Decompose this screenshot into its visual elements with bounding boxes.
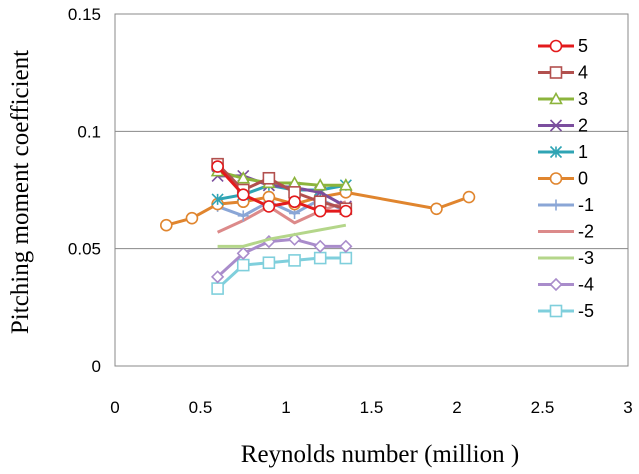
series-line bbox=[165, 190, 470, 227]
legend-item: -2 bbox=[538, 222, 594, 242]
data-point bbox=[549, 145, 563, 159]
legend: 5 4 3 2 1 0 -1 -2 -3 -4 -5 bbox=[538, 36, 594, 321]
legend-item: 0 bbox=[538, 169, 588, 189]
data-point bbox=[211, 193, 224, 206]
legend-item: 3 bbox=[538, 89, 588, 109]
data-point bbox=[236, 188, 250, 201]
series-5 bbox=[211, 160, 353, 218]
data-point bbox=[549, 172, 563, 185]
y-tick-label: 0.15 bbox=[68, 5, 101, 24]
legend-item: -3 bbox=[538, 248, 594, 268]
data-point bbox=[160, 218, 173, 232]
data-point bbox=[339, 239, 353, 253]
data-point bbox=[313, 178, 328, 191]
y-tick-label: 0.05 bbox=[68, 240, 101, 259]
legend-label: -2 bbox=[578, 222, 594, 242]
legend-item: -4 bbox=[538, 275, 594, 295]
data-point bbox=[338, 178, 353, 191]
data-point bbox=[339, 204, 353, 218]
data-point bbox=[549, 119, 563, 132]
plot-area bbox=[114, 13, 629, 367]
series-line bbox=[217, 223, 347, 248]
data-point bbox=[185, 211, 199, 225]
series-0 bbox=[160, 186, 476, 232]
legend-label: 3 bbox=[578, 89, 588, 109]
legend-item: 5 bbox=[538, 36, 588, 56]
y-axis-ticks: 0 0.05 0.1 0.15 bbox=[68, 5, 101, 376]
legend-label: -4 bbox=[578, 275, 594, 295]
series--5 bbox=[211, 251, 353, 295]
data-point bbox=[262, 200, 276, 213]
data-point bbox=[288, 195, 301, 209]
x-tick-label: 0.5 bbox=[189, 398, 213, 417]
data-point bbox=[313, 204, 327, 218]
data-point bbox=[549, 91, 563, 105]
y-tick-label: 0 bbox=[92, 357, 101, 376]
data-point bbox=[549, 277, 563, 292]
x-tick-label: 0 bbox=[110, 398, 119, 417]
x-axis-title: Reynolds number (million ) bbox=[241, 441, 519, 468]
x-tick-label: 1 bbox=[281, 398, 290, 417]
legend-label: 0 bbox=[578, 169, 588, 189]
data-point bbox=[237, 210, 249, 222]
legend-label: 1 bbox=[578, 142, 588, 162]
legend-label: -3 bbox=[578, 248, 594, 268]
x-tick-label: 2.5 bbox=[531, 398, 555, 417]
x-tick-label: 2 bbox=[452, 398, 461, 417]
series-layer bbox=[160, 157, 476, 295]
legend-label: -5 bbox=[578, 301, 594, 321]
data-point bbox=[430, 202, 443, 216]
legend-label: 5 bbox=[578, 36, 588, 56]
data-point bbox=[462, 190, 476, 204]
data-point bbox=[313, 251, 327, 265]
legend-label: 4 bbox=[578, 63, 588, 83]
data-point bbox=[262, 171, 276, 185]
data-point bbox=[211, 160, 224, 173]
data-point bbox=[210, 270, 225, 284]
data-point bbox=[549, 39, 563, 53]
data-point bbox=[550, 199, 562, 211]
data-point bbox=[339, 251, 353, 265]
y-tick-label: 0.1 bbox=[77, 122, 101, 141]
data-point bbox=[549, 304, 563, 318]
legend-label: 2 bbox=[578, 116, 588, 136]
data-point bbox=[549, 66, 563, 79]
legend-item: -1 bbox=[538, 195, 594, 215]
legend-item: 4 bbox=[538, 63, 588, 83]
data-point bbox=[236, 171, 251, 184]
legend-item: 2 bbox=[538, 116, 588, 136]
x-tick-label: 3 bbox=[623, 398, 632, 417]
data-point bbox=[288, 254, 301, 267]
series-line bbox=[217, 169, 346, 187]
legend-item: 1 bbox=[538, 142, 588, 162]
data-point bbox=[211, 282, 224, 295]
legend-item: -5 bbox=[538, 301, 594, 321]
series-line bbox=[216, 256, 346, 290]
x-tick-label: 1.5 bbox=[360, 398, 384, 417]
y-axis-title: Pitching moment coefficient bbox=[7, 50, 34, 334]
legend-label: -1 bbox=[578, 195, 594, 215]
data-point bbox=[262, 256, 276, 270]
data-point bbox=[236, 258, 250, 272]
data-point bbox=[313, 239, 327, 253]
series--3 bbox=[217, 223, 347, 248]
x-axis-ticks: 0 0.5 1 1.5 2 2.5 3 bbox=[110, 398, 632, 417]
data-point bbox=[236, 246, 250, 260]
